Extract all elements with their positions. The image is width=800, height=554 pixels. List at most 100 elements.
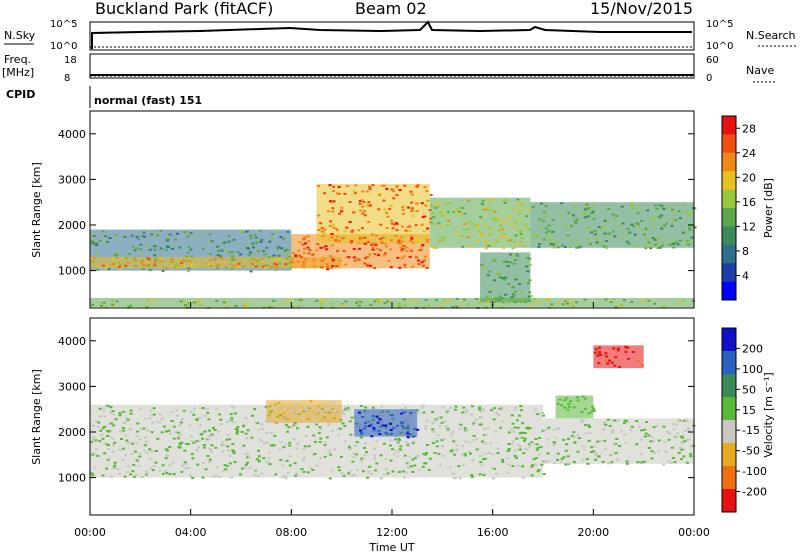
data-pixel	[569, 302, 573, 305]
data-pixel	[251, 242, 255, 245]
data-band	[543, 418, 694, 464]
data-pixel	[496, 217, 500, 220]
data-pixel	[670, 446, 674, 449]
data-pixel	[406, 432, 409, 435]
data-pixel	[102, 238, 106, 241]
data-pixel	[136, 430, 140, 433]
data-pixel	[311, 454, 315, 456]
data-pixel	[307, 252, 311, 255]
data-pixel	[635, 245, 638, 248]
data-pixel	[633, 233, 637, 236]
data-pixel	[304, 407, 307, 410]
data-pixel	[411, 470, 415, 473]
data-band	[593, 345, 644, 369]
data-pixel	[319, 305, 323, 308]
data-pixel	[672, 246, 676, 249]
data-pixel	[452, 473, 455, 476]
data-pixel	[236, 263, 240, 266]
data-pixel	[196, 299, 200, 302]
data-pixel	[650, 242, 654, 245]
data-pixel	[371, 406, 375, 409]
data-pixel	[232, 406, 236, 409]
data-pixel	[639, 452, 643, 455]
data-pixel	[481, 408, 485, 411]
data-pixel	[158, 421, 161, 424]
data-pixel	[492, 418, 496, 421]
data-pixel	[129, 412, 133, 415]
data-pixel	[529, 295, 533, 297]
data-pixel	[414, 457, 417, 459]
data-pixel	[352, 452, 356, 455]
data-pixel	[506, 265, 510, 268]
data-pixel	[368, 253, 372, 256]
data-pixel	[544, 231, 548, 234]
data-pixel	[653, 302, 656, 305]
data-pixel	[190, 453, 194, 456]
data-pixel	[115, 254, 118, 256]
data-pixel	[643, 428, 647, 431]
data-pixel	[558, 398, 562, 401]
data-pixel	[282, 412, 286, 415]
data-pixel	[323, 455, 327, 458]
data-pixel	[294, 402, 298, 404]
data-pixel	[276, 247, 280, 250]
data-pixel	[409, 209, 413, 212]
data-pixel	[484, 198, 488, 201]
data-pixel	[254, 259, 258, 262]
colorbar-tick-label: -200	[742, 486, 767, 499]
data-pixel	[389, 266, 393, 269]
data-pixel	[184, 304, 187, 307]
data-pixel	[176, 431, 180, 434]
data-pixel	[244, 452, 248, 455]
colorbar-swatch	[722, 328, 736, 352]
data-pixel	[319, 246, 323, 249]
data-pixel	[461, 245, 465, 248]
data-pixel	[631, 207, 635, 210]
data-pixel	[611, 419, 615, 422]
data-pixel	[455, 448, 459, 451]
data-pixel	[272, 299, 276, 302]
data-pixel	[500, 406, 504, 409]
data-pixel	[492, 259, 496, 262]
data-pixel	[98, 440, 102, 443]
data-pixel	[315, 464, 319, 467]
data-pixel	[230, 417, 234, 420]
colorbar-swatch	[722, 189, 736, 209]
data-pixel	[390, 222, 394, 225]
data-pixel	[183, 461, 187, 464]
data-pixel	[164, 470, 168, 473]
data-pixel	[602, 245, 606, 248]
data-pixel	[297, 249, 301, 252]
data-pixel	[444, 203, 448, 206]
data-pixel	[181, 464, 184, 467]
data-pixel	[381, 184, 384, 187]
data-pixel	[486, 301, 490, 304]
data-pixel	[226, 434, 230, 436]
data-pixel	[136, 422, 140, 425]
data-pixel	[567, 402, 571, 405]
data-pixel	[528, 257, 532, 260]
data-pixel	[126, 442, 130, 445]
data-pixel	[155, 450, 158, 452]
data-pixel	[483, 428, 486, 430]
data-pixel	[672, 243, 676, 245]
data-pixel	[141, 476, 145, 479]
data-pixel	[547, 230, 551, 233]
data-pixel	[483, 442, 487, 445]
data-pixel	[379, 223, 383, 226]
data-pixel	[92, 235, 96, 238]
data-pixel	[553, 443, 557, 446]
data-pixel	[93, 452, 97, 455]
data-pixel	[511, 440, 515, 443]
data-pixel	[355, 441, 359, 444]
data-pixel	[584, 214, 588, 217]
data-pixel	[602, 226, 606, 229]
date-title: 15/Nov/2015	[590, 0, 693, 18]
data-pixel	[257, 449, 260, 452]
nsearch-label: N.Search	[746, 29, 796, 42]
data-pixel	[415, 202, 419, 205]
data-pixel	[109, 411, 113, 414]
data-pixel	[431, 411, 435, 413]
data-pixel	[443, 420, 447, 423]
data-pixel	[604, 298, 608, 301]
